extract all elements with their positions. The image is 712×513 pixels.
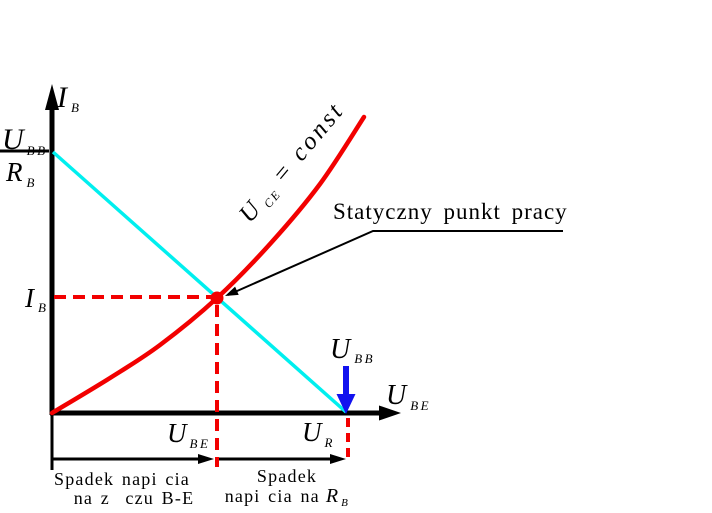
- operating-point-caption: Statyczny punkt pracy: [333, 199, 568, 224]
- x-axis-arrowhead: [379, 405, 401, 421]
- load-line: [51, 150, 348, 414]
- ubb-arrow-label: U BB: [330, 334, 375, 366]
- y-axis-symbol: I: [56, 81, 69, 114]
- bottom-right-caption-line2: napi cia na R B: [225, 485, 350, 509]
- bottom-left-caption-line2: na z czu B-E: [74, 488, 195, 508]
- operating-point-dot: [210, 291, 224, 305]
- y-intercept-numerator: U BB: [2, 123, 48, 158]
- ur-span-arrowhead: [330, 454, 346, 464]
- bottom-right-caption-line1: Spadek: [257, 466, 317, 486]
- y-axis-arrowhead: [45, 84, 59, 110]
- blue-arrowhead: [336, 394, 356, 414]
- ube-span-label: U BE: [167, 418, 210, 451]
- y-axis-subscript: B: [71, 100, 81, 115]
- leader-arrowhead: [225, 286, 239, 296]
- x-axis-label: U BE: [386, 380, 431, 413]
- be-curve: [49, 114, 367, 416]
- bottom-left-caption-line1: Spadek napi cia: [54, 469, 190, 489]
- ube-span-arrowhead: [198, 454, 214, 464]
- leader-line: [227, 230, 563, 296]
